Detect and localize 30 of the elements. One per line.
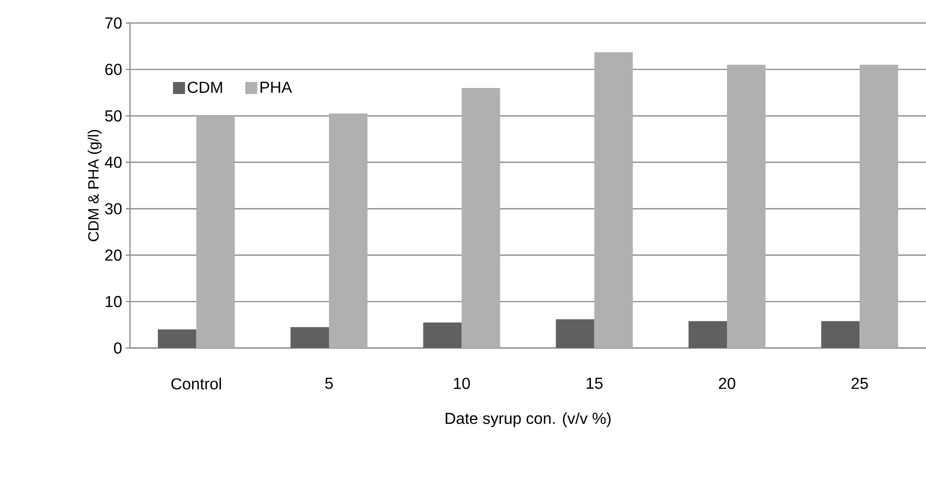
x-axis-title: Date syrup con. (v/v %) [446,412,611,428]
bar [290,327,330,348]
x-tick-label: 10 [454,378,470,390]
bar [821,321,860,348]
bar [727,64,766,348]
y-axis-title: CDM & PHA (g/l) [88,130,102,242]
y-tick-label: 50 [105,110,122,122]
y-tick-label: 20 [105,250,122,261]
y-tick-label: 70 [105,17,122,29]
legend-label: CDM [188,82,222,93]
bar [462,88,500,348]
bar [329,114,368,348]
bar [688,321,728,348]
bar [860,64,898,348]
x-tick-label: 15 [586,378,603,389]
bar [196,116,235,348]
y-tick-label: 10 [106,296,122,308]
bar [594,52,633,348]
y-tick-label: 30 [105,203,122,214]
y-tick-label: 40 [104,156,122,168]
bar [423,322,462,348]
x-tick-label: 20 [718,378,736,390]
bar [158,329,196,348]
bar [556,319,594,348]
y-tick-label: 60 [105,64,122,76]
legend-label: PHA [260,82,292,93]
x-tick-label: Control [171,378,221,390]
x-tick-label: 5 [325,378,333,389]
x-tick-label: 25 [852,378,868,390]
y-tick-label: 0 [114,342,122,354]
